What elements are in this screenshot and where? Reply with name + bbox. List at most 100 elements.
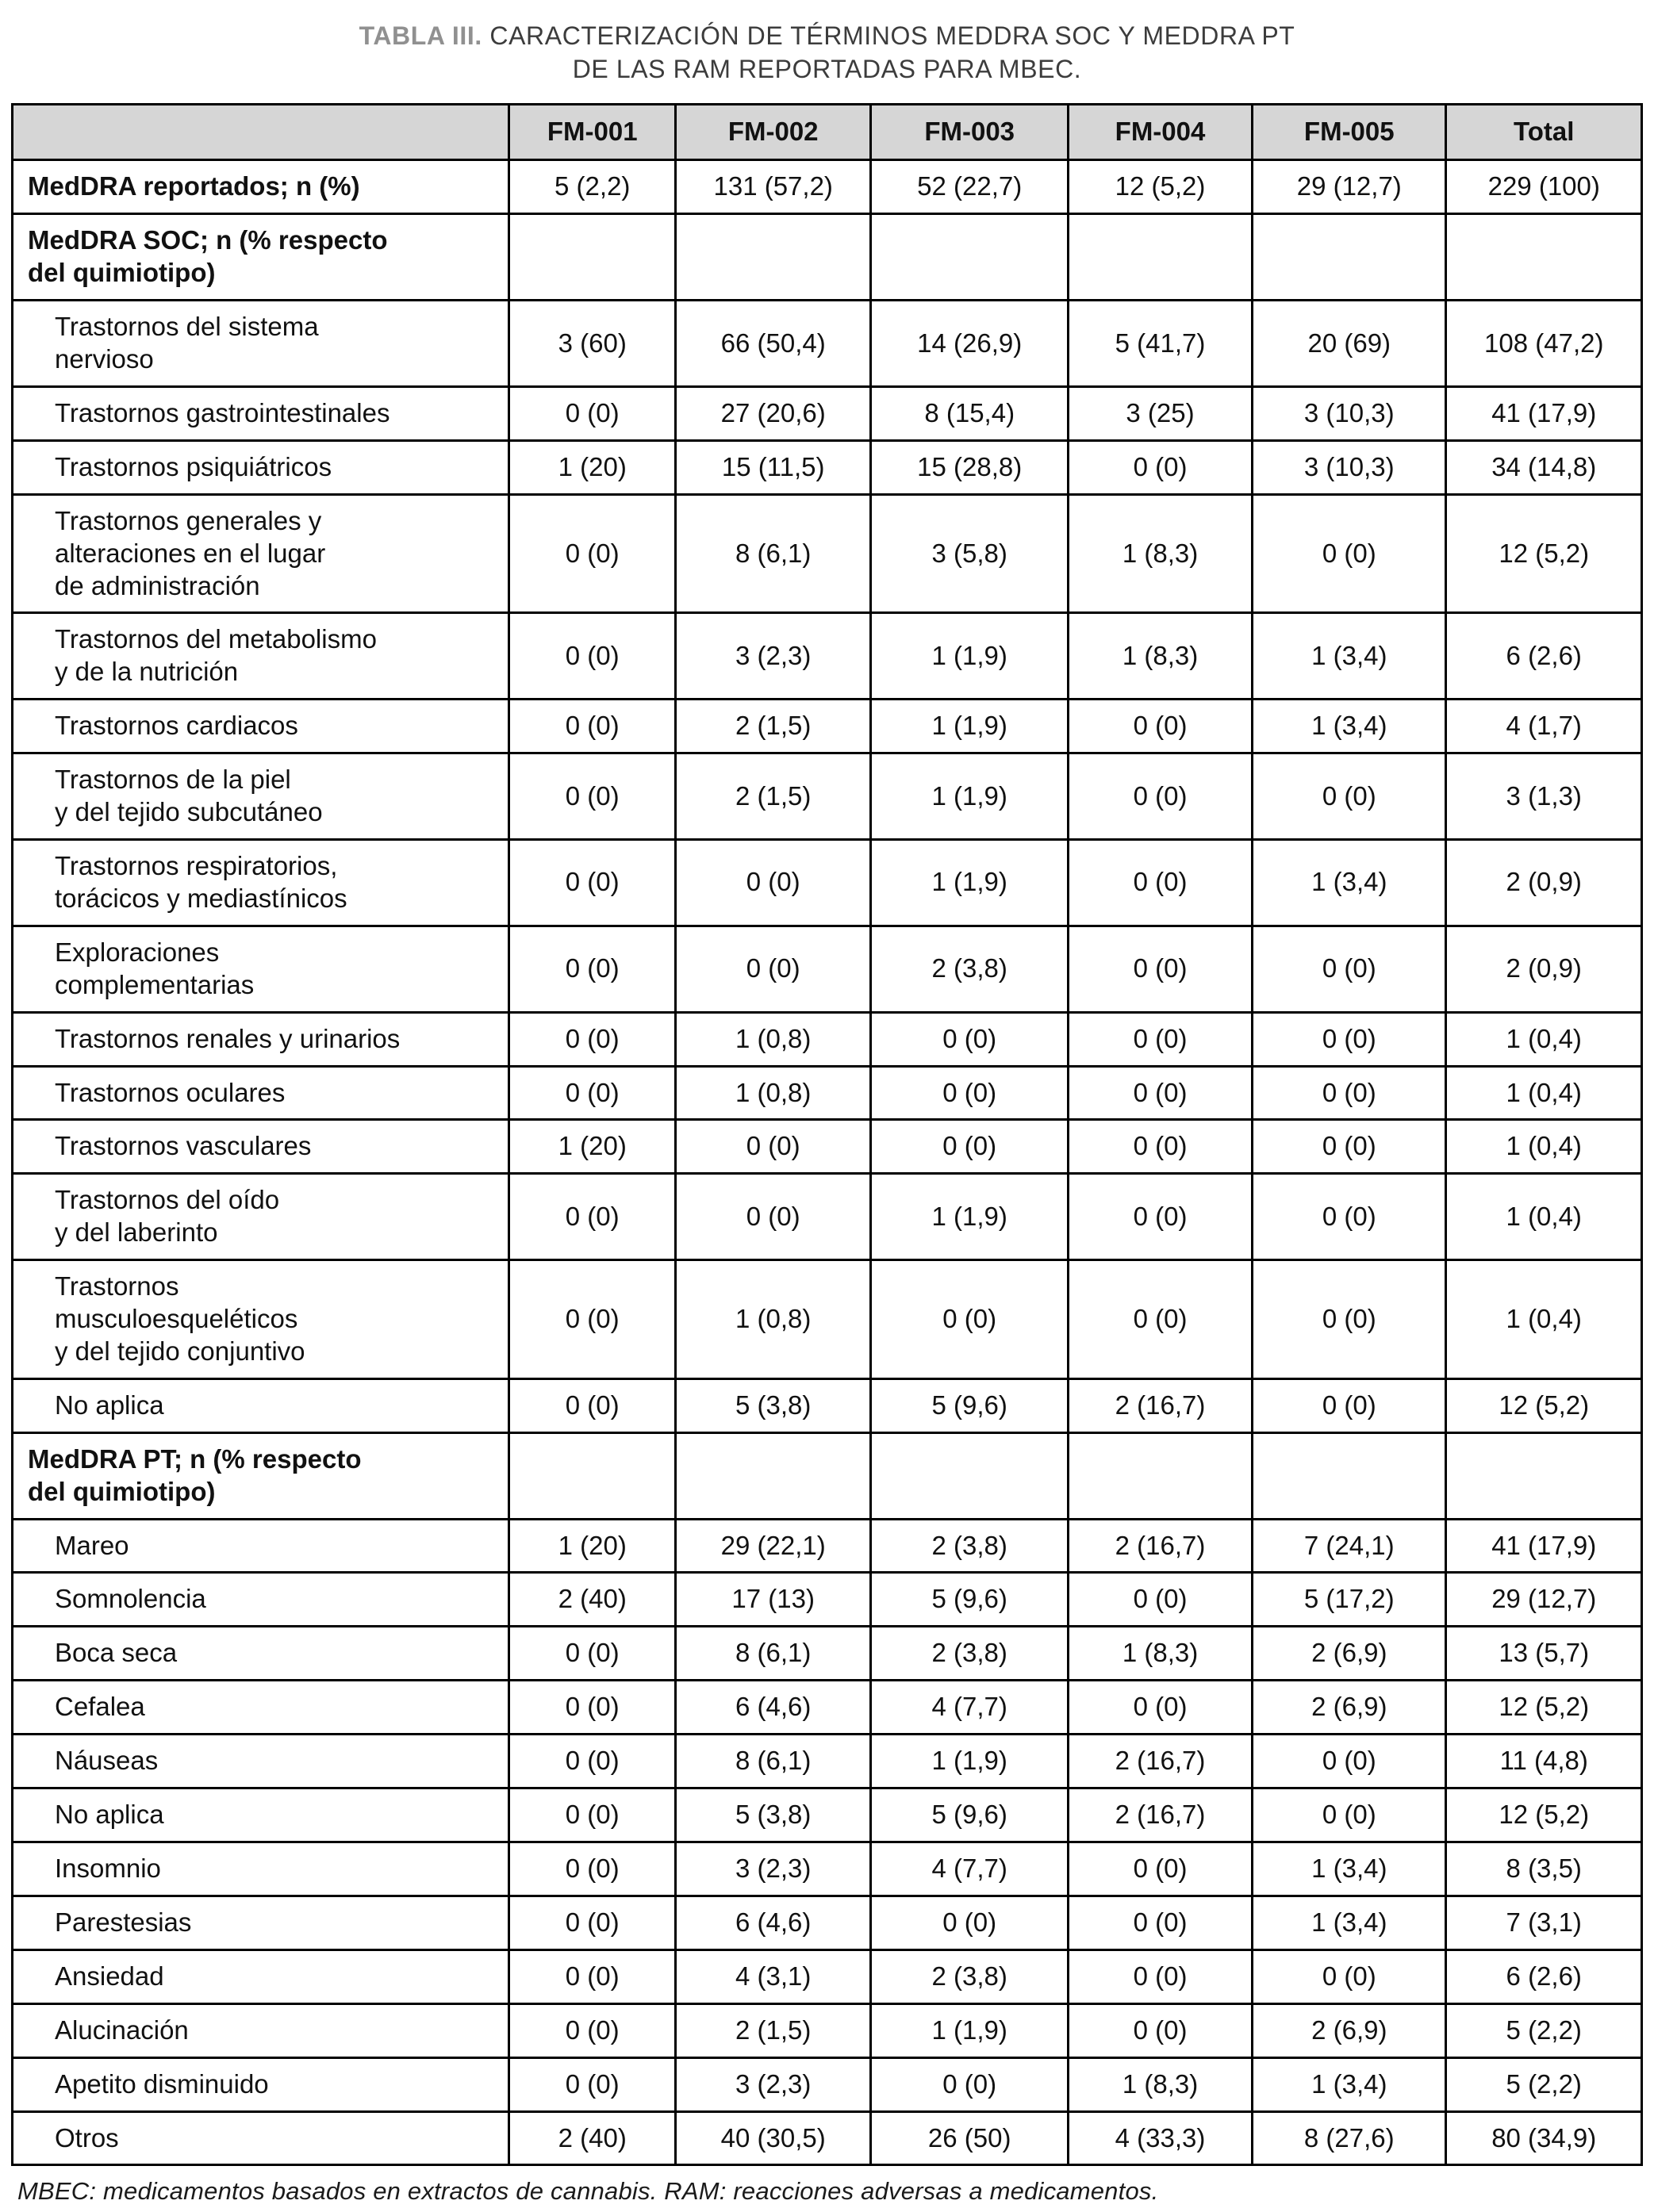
cell-value: 5 (2,2) <box>1445 2056 1643 2113</box>
cell-value: 5 (9,6) <box>869 1377 1069 1434</box>
cell-value: 0 (0) <box>1251 1064 1448 1121</box>
column-header: FM-001 <box>508 103 677 162</box>
cell-value: 2 (6,9) <box>1251 1679 1448 1736</box>
row-label: Mareo <box>10 1517 511 1574</box>
table-row: Trastornos musculoesqueléticos y del tej… <box>10 1259 1643 1380</box>
title-text-part-1: CARACTERIZACIÓN DE TÉRMINOS MEDDRA SOC Y… <box>489 21 1295 50</box>
cell-value: 0 (0) <box>508 1064 677 1121</box>
row-label: Apetito disminuido <box>10 2056 511 2113</box>
table-row: Trastornos del sistema nervioso 3 (60) 66 … <box>10 299 1643 388</box>
cell-value: 2 (16,7) <box>1066 1517 1254 1574</box>
cell-value: 12 (5,2) <box>1445 1787 1643 1843</box>
column-header: FM-002 <box>673 103 873 162</box>
table-row: Trastornos oculares 0 (0) 1 (0,8) 0 (0) 0 (0… <box>10 1064 1643 1121</box>
cell-value: 0 (0) <box>1066 1259 1254 1380</box>
cell-value: 0 (0) <box>508 385 677 442</box>
cell-value: 1 (20) <box>508 1118 677 1175</box>
cell-value: 0 (0) <box>508 493 677 615</box>
row-label: Somnolencia <box>10 1571 511 1628</box>
cell-value: 0 (0) <box>1066 1679 1254 1736</box>
cell-value: 5 (3,8) <box>673 1787 873 1843</box>
cell-value: 1 (0,8) <box>673 1259 873 1380</box>
cell-value: 17 (13) <box>673 1571 873 1628</box>
row-label: Otros <box>10 2110 511 2167</box>
cell-value: 12 (5,2) <box>1066 159 1254 216</box>
cell-value <box>1066 213 1254 302</box>
cell-value: 7 (3,1) <box>1445 1894 1643 1951</box>
cell-value: 0 (0) <box>869 1064 1069 1121</box>
cell-value: 1 (8,3) <box>1066 611 1254 701</box>
cell-value: 0 (0) <box>673 1118 873 1175</box>
cell-value: 108 (47,2) <box>1445 299 1643 388</box>
cell-value: 5 (9,6) <box>869 1787 1069 1843</box>
cell-value: 1 (1,9) <box>869 752 1069 841</box>
cell-value: 6 (4,6) <box>673 1894 873 1951</box>
cell-value: 29 (12,7) <box>1251 159 1448 216</box>
cell-value: 3 (2,3) <box>673 1841 873 1897</box>
cell-value: 1 (1,9) <box>869 611 1069 701</box>
cell-value: 0 (0) <box>1251 1948 1448 2005</box>
cell-value: 0 (0) <box>508 1894 677 1951</box>
cell-value: 0 (0) <box>1066 1894 1254 1951</box>
cell-value: 0 (0) <box>1066 1010 1254 1068</box>
row-label: Trastornos renales y urinarios <box>10 1010 511 1068</box>
cell-value: 2 (6,9) <box>1251 2002 1448 2059</box>
table-row: Trastornos vasculares 1 (20) 0 (0) 0 (0) 0 (… <box>10 1118 1643 1175</box>
cell-value: 6 (2,6) <box>1445 611 1643 701</box>
cell-value: 3 (1,3) <box>1445 752 1643 841</box>
cell-value: 0 (0) <box>673 924 873 1014</box>
cell-value: 0 (0) <box>508 1010 677 1068</box>
table-row: MedDRA reportados; n (%) 5 (2,2) 131 (57,2… <box>10 159 1643 216</box>
table-row: Trastornos renales y urinarios 0 (0) 1 (0,… <box>10 1010 1643 1068</box>
row-label: Trastornos del sistema nervioso <box>10 299 511 388</box>
cell-value: 131 (57,2) <box>673 159 873 216</box>
cell-value: 2 (3,8) <box>869 1948 1069 2005</box>
table-row: Insomnio 0 (0) 3 (2,3) 4 (7,7) 0 (0) 1 (3,4) 8… <box>10 1841 1643 1897</box>
cell-value: 5 (2,2) <box>508 159 677 216</box>
cell-value: 13 (5,7) <box>1445 1625 1643 1682</box>
row-label: Parestesias <box>10 1894 511 1951</box>
row-label: MedDRA SOC; n (% respecto del quimiotipo… <box>10 213 511 302</box>
table-row: MedDRA PT; n (% respecto del quimiotipo) <box>10 1431 1643 1520</box>
cell-value: 1 (8,3) <box>1066 493 1254 615</box>
cell-value: 0 (0) <box>1251 1377 1448 1434</box>
table-row: No aplica 0 (0) 5 (3,8) 5 (9,6) 2 (16,7) 0 (0… <box>10 1377 1643 1434</box>
cell-value: 1 (1,9) <box>869 2002 1069 2059</box>
cell-value: 1 (0,4) <box>1445 1064 1643 1121</box>
table-row: Boca seca 0 (0) 8 (6,1) 2 (3,8) 1 (8,3) 2 (6,… <box>10 1625 1643 1682</box>
cell-value: 0 (0) <box>508 2056 677 2113</box>
table-row: Trastornos respiratorios, torácicos y me… <box>10 838 1643 927</box>
cell-value: 15 (11,5) <box>673 439 873 496</box>
cell-value: 0 (0) <box>1066 1841 1254 1897</box>
cell-value: 0 (0) <box>1251 1733 1448 1790</box>
cell-value: 0 (0) <box>869 1259 1069 1380</box>
cell-value: 8 (15,4) <box>869 385 1069 442</box>
row-label: Cefalea <box>10 1679 511 1736</box>
cell-value: 5 (17,2) <box>1251 1571 1448 1628</box>
cell-value: 0 (0) <box>1066 1948 1254 2005</box>
cell-value: 0 (0) <box>869 1894 1069 1951</box>
cell-value: 1 (1,9) <box>869 698 1069 755</box>
cell-value <box>508 1431 677 1520</box>
cell-value: 0 (0) <box>1066 698 1254 755</box>
column-header: Total <box>1445 103 1643 162</box>
cell-value <box>869 213 1069 302</box>
cell-value: 41 (17,9) <box>1445 385 1643 442</box>
table-row: Náuseas 0 (0) 8 (6,1) 1 (1,9) 2 (16,7) 0 (0) 1… <box>10 1733 1643 1790</box>
cell-value: 3 (5,8) <box>869 493 1069 615</box>
cell-value: 0 (0) <box>869 1118 1069 1175</box>
cell-value: 0 (0) <box>1066 1118 1254 1175</box>
cell-value: 0 (0) <box>1066 1172 1254 1262</box>
cell-value <box>508 213 677 302</box>
cell-value: 6 (4,6) <box>673 1679 873 1736</box>
table-row: Trastornos cardiacos 0 (0) 2 (1,5) 1 (1,9) 0… <box>10 698 1643 755</box>
cell-value: 2 (0,9) <box>1445 924 1643 1014</box>
table-row: Trastornos generales y alteraciones en e… <box>10 493 1643 615</box>
cell-value: 41 (17,9) <box>1445 1517 1643 1574</box>
cell-value: 2 (6,9) <box>1251 1625 1448 1682</box>
table-row: Trastornos del oído y del laberinto 0 (0)… <box>10 1172 1643 1262</box>
cell-value: 29 (22,1) <box>673 1517 873 1574</box>
row-label: Trastornos respiratorios, torácicos y me… <box>10 838 511 927</box>
cell-value: 3 (10,3) <box>1251 385 1448 442</box>
